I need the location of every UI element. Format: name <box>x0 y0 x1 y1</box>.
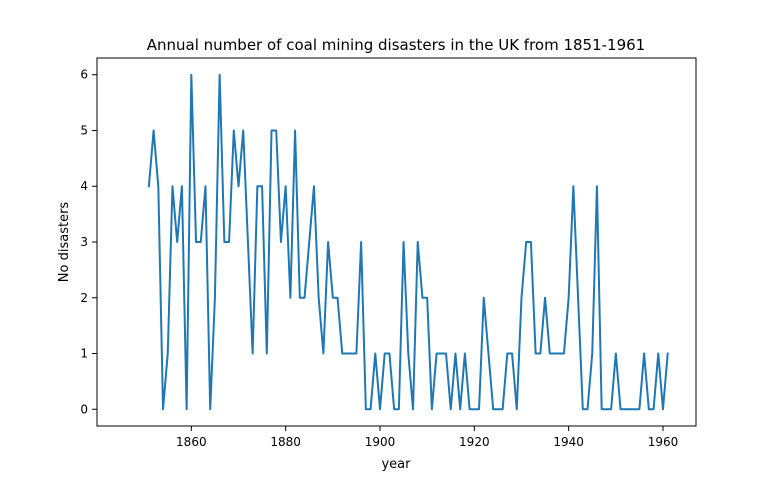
x-tick-label: 1960 <box>648 435 679 449</box>
plot-frame <box>96 57 697 427</box>
x-tick-label: 1860 <box>176 435 207 449</box>
x-tick-label: 1900 <box>365 435 396 449</box>
y-tick-label: 4 <box>80 179 88 193</box>
y-axis: 0 1 2 3 4 5 6 <box>80 68 97 416</box>
x-axis-label: year <box>381 457 411 472</box>
x-tick-label: 1880 <box>270 435 301 449</box>
y-tick-label: 1 <box>80 347 88 361</box>
y-tick-label: 2 <box>80 291 88 305</box>
x-tick-label: 1920 <box>459 435 490 449</box>
x-tick-label: 1940 <box>553 435 584 449</box>
series-line <box>147 73 669 411</box>
x-axis: 1860 1880 1900 1920 1940 1960 <box>176 426 678 449</box>
y-tick-label: 6 <box>80 68 88 82</box>
y-tick-label: 5 <box>80 123 88 137</box>
y-tick-label: 3 <box>80 235 88 249</box>
y-axis-label: No disasters <box>57 202 72 283</box>
chart-title: Annual number of coal mining disasters i… <box>147 36 645 54</box>
y-tick-label: 0 <box>80 402 88 416</box>
